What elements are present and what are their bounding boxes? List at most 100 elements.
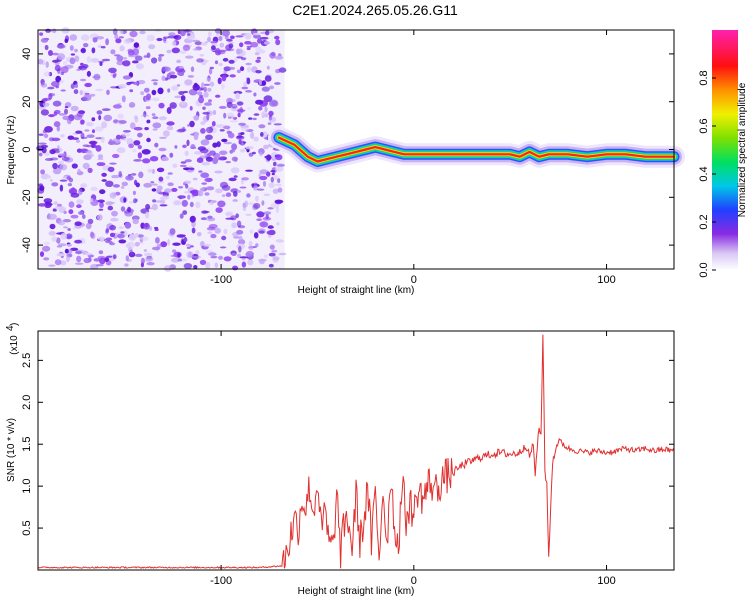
line-y-scale-label: (x10 4 ) bbox=[5, 323, 20, 355]
noise-speckle bbox=[151, 188, 157, 192]
noise-speckle bbox=[182, 210, 188, 216]
noise-speckle bbox=[121, 95, 126, 103]
noise-speckle bbox=[268, 116, 277, 123]
heatmap-noise-region bbox=[36, 27, 287, 272]
noise-speckle bbox=[219, 246, 227, 249]
noise-speckle bbox=[231, 143, 238, 151]
noise-speckle bbox=[124, 263, 129, 267]
noise-speckle bbox=[204, 102, 212, 106]
noise-speckle bbox=[99, 61, 103, 66]
noise-speckle bbox=[186, 139, 190, 146]
noise-speckle bbox=[157, 87, 164, 95]
noise-speckle bbox=[221, 75, 227, 82]
noise-speckle bbox=[183, 180, 192, 184]
noise-speckle bbox=[214, 262, 218, 268]
noise-speckle bbox=[67, 135, 75, 140]
noise-speckle bbox=[143, 182, 153, 188]
noise-speckle bbox=[101, 172, 107, 177]
noise-speckle bbox=[214, 60, 219, 65]
noise-speckle bbox=[188, 89, 198, 96]
heatmap-x-ticks: -100 0 100 bbox=[210, 30, 616, 286]
noise-speckle bbox=[212, 142, 218, 148]
noise-speckle bbox=[152, 199, 157, 203]
noise-speckle bbox=[57, 203, 62, 207]
noise-speckle bbox=[207, 87, 212, 92]
noise-speckle bbox=[208, 68, 213, 75]
noise-speckle bbox=[212, 157, 219, 165]
noise-speckle bbox=[203, 86, 207, 93]
noise-speckle bbox=[163, 130, 170, 137]
noise-speckle bbox=[98, 250, 104, 255]
noise-speckle bbox=[142, 158, 151, 164]
noise-speckle bbox=[57, 68, 61, 74]
noise-speckle bbox=[105, 180, 114, 187]
noise-speckle bbox=[193, 265, 198, 269]
noise-speckle bbox=[178, 186, 184, 189]
snr-series-line bbox=[37, 334, 675, 569]
noise-speckle bbox=[179, 164, 187, 168]
noise-speckle bbox=[218, 105, 227, 109]
noise-speckle bbox=[109, 224, 116, 231]
noise-speckle bbox=[278, 252, 287, 256]
noise-speckle bbox=[129, 30, 138, 38]
noise-speckle bbox=[70, 247, 79, 251]
noise-speckle bbox=[155, 237, 160, 244]
noise-speckle bbox=[174, 95, 183, 99]
noise-speckle bbox=[156, 167, 165, 173]
noise-speckle bbox=[90, 186, 98, 192]
noise-speckle bbox=[51, 52, 59, 56]
noise-speckle bbox=[244, 41, 252, 45]
noise-speckle bbox=[120, 185, 125, 189]
noise-speckle bbox=[94, 126, 104, 132]
noise-speckle bbox=[236, 229, 244, 235]
noise-speckle bbox=[80, 119, 85, 125]
noise-speckle bbox=[217, 77, 222, 85]
noise-speckle bbox=[74, 262, 84, 265]
noise-speckle bbox=[228, 177, 237, 182]
noise-speckle bbox=[228, 59, 235, 64]
noise-speckle bbox=[121, 137, 131, 142]
noise-speckle bbox=[268, 182, 275, 189]
noise-speckle bbox=[80, 78, 87, 82]
noise-speckle bbox=[76, 204, 82, 209]
noise-speckle bbox=[68, 209, 74, 215]
noise-speckle bbox=[114, 120, 122, 123]
noise-speckle bbox=[132, 218, 139, 225]
noise-speckle bbox=[83, 257, 91, 264]
noise-speckle bbox=[201, 42, 208, 46]
noise-speckle bbox=[108, 67, 117, 74]
noise-speckle bbox=[40, 83, 45, 86]
noise-speckle bbox=[254, 52, 260, 56]
noise-speckle bbox=[143, 249, 148, 252]
noise-speckle bbox=[236, 101, 244, 106]
noise-speckle bbox=[156, 243, 162, 248]
noise-speckle bbox=[240, 57, 247, 61]
y-tick-label: -40 bbox=[21, 237, 33, 253]
noise-speckle bbox=[137, 152, 143, 159]
noise-speckle bbox=[137, 132, 143, 138]
noise-speckle bbox=[240, 148, 246, 153]
noise-speckle bbox=[196, 157, 204, 163]
noise-speckle bbox=[274, 55, 284, 60]
noise-speckle bbox=[146, 34, 155, 42]
noise-speckle bbox=[70, 214, 79, 219]
noise-speckle bbox=[76, 255, 82, 263]
noise-speckle bbox=[214, 227, 221, 234]
noise-speckle bbox=[221, 194, 226, 198]
noise-speckle bbox=[122, 60, 131, 67]
noise-speckle bbox=[86, 70, 91, 77]
noise-speckle bbox=[101, 179, 107, 182]
noise-speckle bbox=[73, 89, 79, 95]
noise-speckle bbox=[119, 29, 124, 35]
noise-speckle bbox=[188, 167, 195, 171]
noise-speckle bbox=[125, 175, 134, 181]
noise-speckle bbox=[221, 235, 227, 241]
noise-speckle bbox=[36, 145, 45, 152]
line-y-axis-label: SNR (10 * v/v) bbox=[6, 418, 17, 482]
noise-speckle bbox=[89, 198, 94, 203]
noise-speckle bbox=[268, 110, 274, 117]
noise-speckle bbox=[263, 211, 272, 215]
noise-speckle bbox=[253, 34, 261, 39]
noise-speckle bbox=[275, 165, 284, 172]
noise-speckle bbox=[222, 29, 230, 37]
